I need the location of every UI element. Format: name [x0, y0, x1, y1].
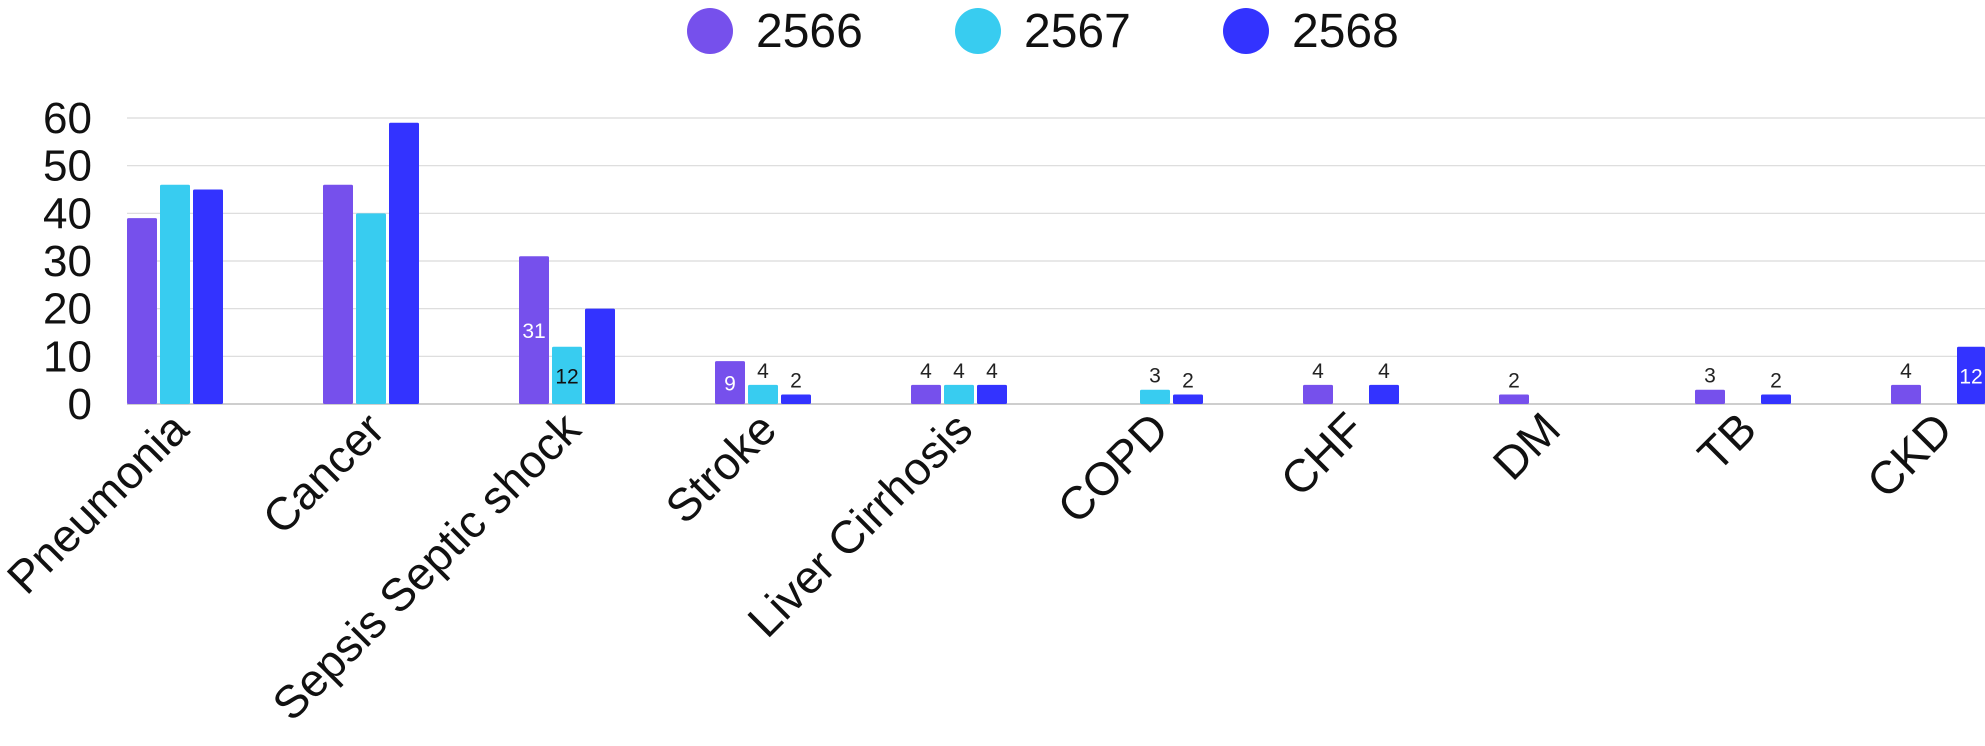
data-label: 4	[953, 360, 965, 383]
bar	[389, 122, 419, 405]
legend-label: 2568	[1292, 5, 1399, 58]
bar	[1957, 346, 1985, 404]
legend: 2566 2567 2568	[687, 5, 1399, 58]
bar	[1303, 384, 1333, 404]
data-label: 31	[522, 320, 545, 343]
bar	[715, 361, 745, 404]
data-label: 2	[1770, 369, 1782, 392]
bar	[323, 184, 353, 404]
data-label: 12	[1959, 365, 1982, 388]
legend-marker	[687, 8, 733, 54]
y-tick-label: 20	[43, 285, 92, 334]
y-tick-label: 10	[43, 332, 92, 381]
bar	[1173, 394, 1203, 404]
y-tick-label: 30	[43, 237, 92, 286]
x-category-label: TB	[1688, 402, 1766, 480]
legend-marker	[1223, 8, 1269, 54]
bars	[127, 122, 1985, 405]
x-category-label: CHF	[1270, 402, 1374, 506]
bar	[781, 394, 811, 404]
bar	[1695, 389, 1725, 404]
y-tick-label: 60	[43, 94, 92, 143]
data-label: 4	[1900, 360, 1912, 383]
x-category-label: Pneumonia	[0, 402, 198, 604]
bar	[519, 256, 549, 404]
bar	[1499, 394, 1529, 404]
data-label: 4	[1378, 360, 1390, 383]
x-category-label: Cancer	[252, 402, 394, 544]
bar	[977, 384, 1007, 404]
bar	[1761, 394, 1791, 404]
data-label: 3	[1149, 365, 1161, 388]
data-label: 9	[724, 373, 736, 396]
legend-marker	[955, 8, 1001, 54]
bar	[1369, 384, 1399, 404]
y-tick-label: 0	[68, 380, 92, 429]
bar	[585, 308, 615, 404]
y-tick-label: 40	[43, 189, 92, 238]
data-label: 2	[1508, 369, 1520, 392]
data-label: 12	[555, 365, 578, 388]
legend-label: 2567	[1024, 5, 1131, 58]
bar	[356, 213, 386, 404]
bar	[911, 384, 941, 404]
data-label: 3	[1704, 365, 1716, 388]
x-category-label: COPD	[1047, 402, 1178, 533]
data-label: 4	[986, 360, 998, 383]
y-tick-label: 50	[43, 142, 92, 191]
data-label: 4	[757, 360, 769, 383]
legend-label: 2566	[756, 5, 863, 58]
bar	[1140, 389, 1170, 404]
data-label: 4	[920, 360, 932, 383]
x-category-label: DM	[1483, 402, 1570, 489]
data-label: 2	[790, 369, 802, 392]
bar	[552, 346, 582, 404]
data-label: 2	[1182, 369, 1194, 392]
grid-lines	[127, 117, 1985, 405]
bar	[127, 218, 157, 404]
data-label: 4	[1312, 360, 1324, 383]
bar	[1891, 384, 1921, 404]
bar	[944, 384, 974, 404]
x-category-label: Stroke	[655, 402, 786, 533]
bar	[748, 384, 778, 404]
bar	[193, 189, 223, 404]
bar	[160, 184, 190, 404]
x-category-label: CKD	[1857, 402, 1962, 507]
